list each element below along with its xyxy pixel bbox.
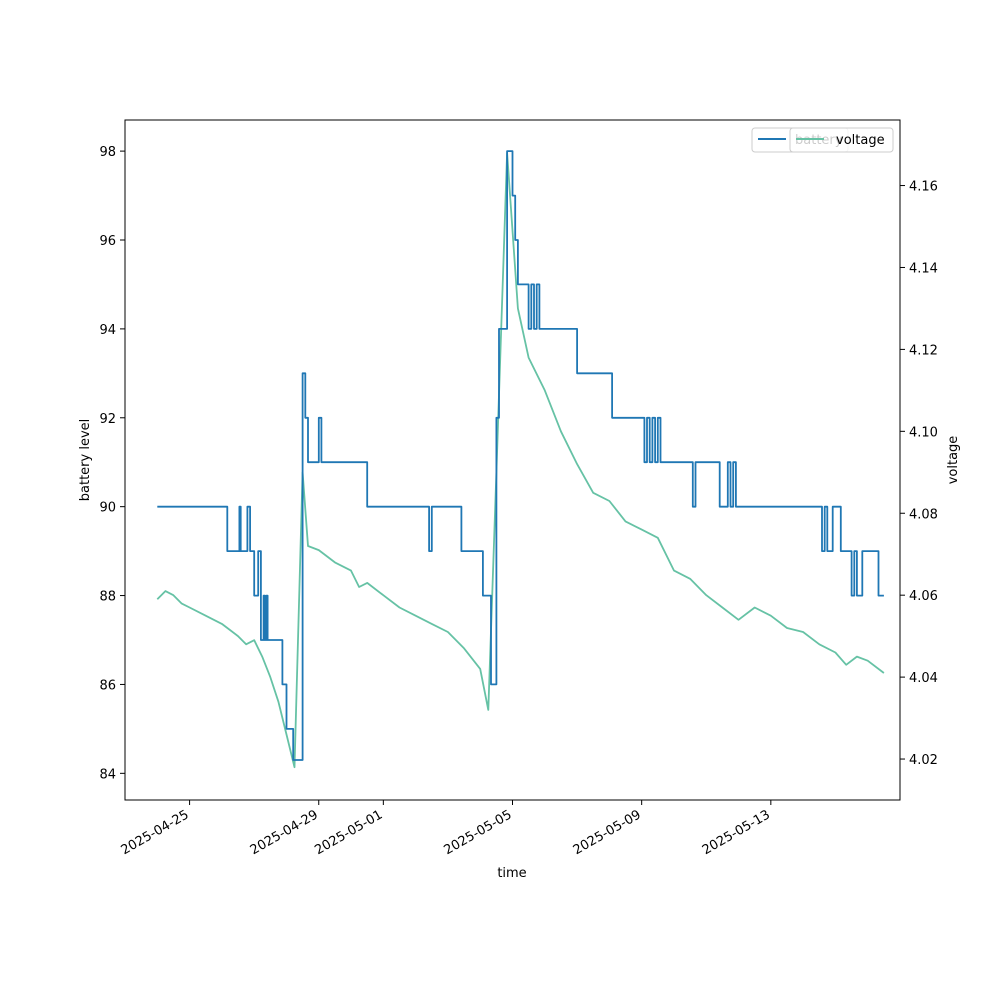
- series-line-battery: [157, 150, 884, 761]
- right-y-tick-label: 4.06: [909, 589, 938, 604]
- left-y-tick-label: 86: [99, 678, 116, 693]
- left-y-tick-label: 96: [99, 234, 116, 249]
- left-y-tick-label: 92: [99, 412, 116, 427]
- right-y-tick-label: 4.08: [909, 507, 938, 522]
- right-y-tick-label: 4.14: [909, 261, 938, 276]
- right-y-axis-ticks: 4.02 4.04 4.06 4.08 4.10 4.12 4.14 4.16: [900, 180, 938, 768]
- right-y-tick-label: 4.04: [909, 671, 938, 686]
- left-y-axis-ticks: 84 86 88 90 92 94 96 98: [99, 145, 125, 782]
- series-layer: [156, 150, 885, 769]
- right-y-tick-label: 4.02: [909, 753, 938, 768]
- left-y-tick-label: 94: [99, 323, 116, 338]
- legend-voltage-frame: [789, 127, 894, 153]
- left-y-axis-label: battery level: [78, 419, 93, 502]
- right-y-tick-label: 4.16: [909, 180, 938, 195]
- left-y-tick-label: 88: [99, 590, 116, 605]
- right-y-tick-label: 4.12: [909, 343, 938, 358]
- x-axis-label: time: [497, 866, 526, 881]
- legend-voltage: voltage: [789, 127, 894, 153]
- left-y-tick-label: 84: [99, 767, 116, 782]
- left-y-tick-label: 98: [99, 145, 116, 160]
- left-y-tick-label: 90: [99, 501, 116, 516]
- right-y-axis-label: voltage: [946, 436, 961, 485]
- right-y-tick-label: 4.10: [909, 425, 938, 440]
- series-line-voltage: [156, 151, 885, 769]
- legend-voltage-label: voltage: [836, 133, 885, 148]
